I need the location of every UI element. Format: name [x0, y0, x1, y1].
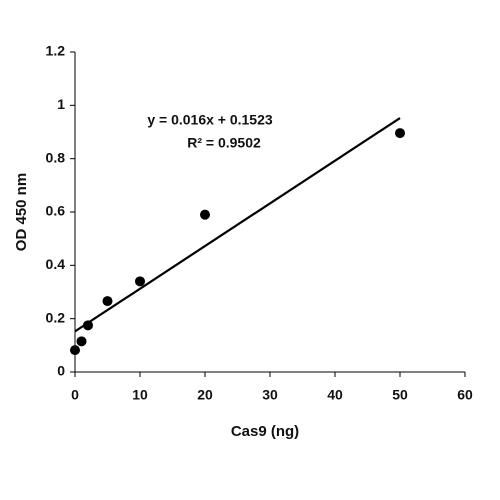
x-tick-label: 40: [327, 387, 343, 403]
trendline: [74, 117, 401, 333]
x-axis-label: Cas9 (ng): [231, 423, 299, 440]
x-tick-label: 60: [457, 387, 473, 403]
x-tick-label: 20: [197, 387, 213, 403]
annotation: R² = 0.9502: [187, 135, 261, 151]
x-tick-label: 30: [262, 387, 278, 403]
y-tick-label: 0.2: [46, 309, 66, 325]
y-tick-label: 0.6: [46, 203, 66, 219]
x-tick-label: 0: [71, 387, 79, 403]
data-point: [135, 276, 145, 287]
y-tick-label: 0.4: [46, 256, 66, 272]
annotation: y = 0.016x + 0.1523: [147, 112, 273, 128]
y-axis-label: OD 450 nm: [13, 173, 30, 251]
data-point: [395, 128, 405, 139]
data-point: [83, 320, 93, 331]
y-tick-label: 0: [57, 363, 65, 379]
data-point: [76, 336, 87, 347]
y-tick-label: 1.2: [46, 43, 66, 59]
data-point: [70, 345, 80, 356]
data-point: [200, 209, 210, 220]
x-tick-label: 10: [132, 387, 148, 403]
y-tick-label: 1: [57, 96, 65, 112]
x-tick-label: 50: [392, 387, 408, 403]
y-tick-label: 0.8: [46, 149, 66, 165]
data-point: [102, 296, 113, 307]
